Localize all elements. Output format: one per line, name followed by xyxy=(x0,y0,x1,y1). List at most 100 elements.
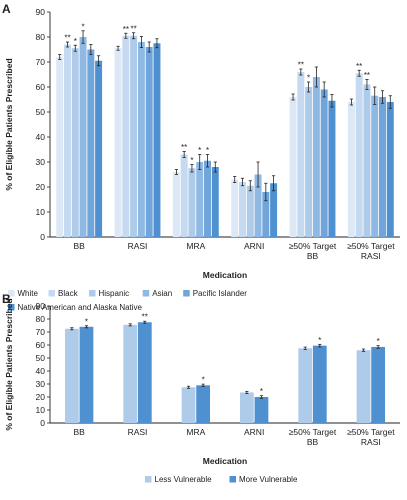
bar xyxy=(130,35,138,237)
x-category-label: BB xyxy=(73,427,85,437)
significance-marker: ** xyxy=(364,71,370,80)
bar xyxy=(122,35,130,237)
y-tick-label: 60 xyxy=(36,82,46,92)
x-category-label: ARNI xyxy=(244,241,264,251)
y-tick-label: 40 xyxy=(36,366,46,376)
bar xyxy=(145,47,153,237)
bar xyxy=(114,48,122,237)
significance-marker: * xyxy=(307,74,310,83)
x-category-label: BB xyxy=(73,241,85,251)
x-category-label-line: ≥50% Target xyxy=(347,427,395,437)
bar xyxy=(204,160,211,237)
x-category-label-line: RASI xyxy=(128,241,148,251)
y-tick-label: 20 xyxy=(36,392,46,402)
x-category-label: ≥50% Target RASI xyxy=(347,241,395,261)
y-tick-label: 0 xyxy=(40,232,45,242)
significance-marker: * xyxy=(198,146,201,155)
significance-marker: * xyxy=(190,156,193,165)
x-category-label-line: ≥50% Target xyxy=(347,241,395,251)
x-category-label: MRA xyxy=(186,241,205,251)
bar xyxy=(239,392,254,423)
legend-label: More Vulnerable xyxy=(239,475,298,484)
panel-label: B xyxy=(2,292,11,306)
chart-panel-B: B 0 10 20 30 40 50 60 70 80 90 % of Eligible Patien… xyxy=(2,292,400,484)
significance-marker: * xyxy=(74,37,77,46)
significance-marker: ** xyxy=(142,313,148,322)
x-category-label-line: BB xyxy=(73,427,85,437)
bar xyxy=(312,77,320,237)
bar xyxy=(137,322,152,423)
y-axis-title: % of Eligible Patients Prescribed xyxy=(4,298,14,430)
bar xyxy=(137,42,145,237)
bar xyxy=(188,168,196,237)
y-tick-label: 50 xyxy=(36,353,46,363)
significance-marker: * xyxy=(81,22,84,31)
significance-marker: * xyxy=(85,317,88,326)
bar xyxy=(64,328,79,423)
significance-marker: * xyxy=(318,336,321,345)
bar xyxy=(363,84,371,237)
bar xyxy=(262,192,270,237)
x-category-label: ≥50% Target BB xyxy=(289,241,337,261)
y-tick-label: 40 xyxy=(36,132,46,142)
panel-label: A xyxy=(2,2,11,16)
significance-marker: ** xyxy=(130,24,136,33)
y-tick-label: 10 xyxy=(36,405,46,415)
legend: White Black Hispanic Asian Pacific Islander N… xyxy=(8,289,247,312)
bar xyxy=(254,397,269,423)
x-category-label: ≥50% Target BB xyxy=(289,427,337,447)
legend-label: Asian xyxy=(152,289,172,298)
y-axis-title: % of Eligible Patients Prescribed xyxy=(4,58,14,190)
x-category-label-line: RASI xyxy=(361,437,381,447)
bar xyxy=(379,97,386,237)
legend-label: Less Vulnerable xyxy=(155,475,213,484)
x-axis-title: Medication xyxy=(203,270,247,280)
significance-marker: * xyxy=(202,376,205,385)
bar xyxy=(239,182,246,237)
x-category-label: ≥50% Target RASI xyxy=(347,427,395,447)
y-tick-label: 60 xyxy=(36,340,46,350)
bar xyxy=(172,172,180,237)
bar xyxy=(297,72,305,237)
x-category-label-line: BB xyxy=(307,251,319,261)
x-category-label-line: ≥50% Target xyxy=(289,427,337,437)
bar xyxy=(254,174,262,237)
significance-marker: ** xyxy=(356,62,362,71)
bar xyxy=(356,350,371,423)
x-category-label-line: ARNI xyxy=(244,241,264,251)
significance-marker: * xyxy=(260,387,263,396)
y-tick-label: 50 xyxy=(36,107,46,117)
significance-marker: ** xyxy=(298,61,304,70)
bar xyxy=(181,387,196,423)
legend-swatch xyxy=(89,290,96,297)
y-tick-label: 70 xyxy=(36,327,46,337)
y-tick-label: 30 xyxy=(36,379,46,389)
bar xyxy=(371,346,386,423)
bar xyxy=(305,87,313,237)
x-category-label-line: BB xyxy=(73,241,85,251)
legend-swatch xyxy=(183,290,190,297)
x-category-label-line: MRA xyxy=(186,241,205,251)
legend: Less Vulnerable More Vulnerable xyxy=(145,475,298,484)
bar xyxy=(289,97,297,237)
bar xyxy=(347,102,355,237)
y-tick-label: 80 xyxy=(36,314,46,324)
y-tick-label: 80 xyxy=(36,32,46,42)
x-category-label: RASI xyxy=(128,241,148,251)
bar xyxy=(270,183,278,237)
bar xyxy=(87,49,95,237)
bar xyxy=(386,102,394,237)
bar xyxy=(371,95,379,237)
x-axis-title: Medication xyxy=(203,456,247,466)
legend-swatch xyxy=(8,304,15,311)
y-tick-label: 30 xyxy=(36,157,46,167)
y-tick-label: 0 xyxy=(40,418,45,428)
bar xyxy=(196,162,204,237)
x-category-label: MRA xyxy=(186,427,205,437)
x-category-label-line: ARNI xyxy=(244,427,264,437)
significance-marker: * xyxy=(377,337,380,346)
bar xyxy=(196,385,211,423)
legend-swatch xyxy=(8,290,15,297)
legend-swatch xyxy=(142,290,150,297)
